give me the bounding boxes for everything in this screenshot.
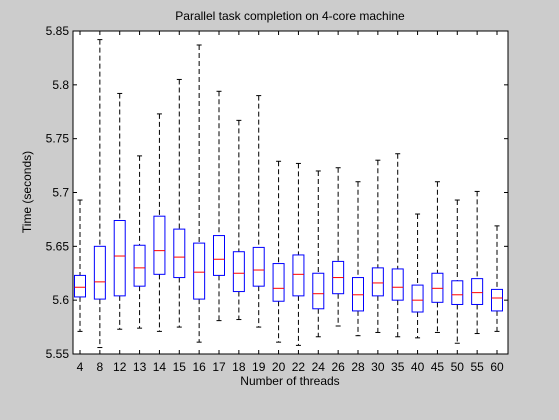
iqr-box [292, 254, 305, 297]
y-tick-label: 5.8 [52, 78, 69, 92]
box-40 [411, 213, 424, 339]
x-ticks-layer: 4 8 12 13 14 15 16 17 18 19 20 22 24 26 28 30 35 40 45 50 55… [77, 31, 504, 374]
iqr-box [133, 244, 146, 287]
x-tick-label: 20 [272, 360, 286, 374]
y-tick-label: 5.65 [46, 239, 70, 253]
box-8 [93, 39, 106, 349]
box-4 [74, 199, 86, 332]
iqr-box [173, 228, 186, 279]
iqr-box [153, 215, 166, 275]
y-tick-label: 5.85 [46, 24, 70, 38]
iqr-box [312, 272, 325, 310]
box-28 [352, 181, 364, 337]
iqr-box [431, 272, 444, 303]
box-24 [312, 170, 325, 338]
box-50 [451, 199, 464, 344]
y-ticks-layer: 5.55 5.6 5.65 5.7 5.75 5.8 5.85 [46, 24, 508, 361]
x-tick-label: 45 [431, 360, 445, 374]
y-tick-label: 5.6 [52, 293, 69, 307]
box-26 [332, 167, 345, 327]
x-tick-label: 26 [331, 360, 345, 374]
chart-title: Parallel task completion on 4-core machi… [175, 9, 405, 23]
box-17 [213, 90, 225, 322]
y-tick-label: 5.7 [52, 186, 69, 200]
box-19 [252, 95, 265, 328]
iqr-box [411, 284, 424, 313]
y-tick-label: 5.75 [46, 132, 70, 146]
iqr-box [213, 235, 225, 276]
x-axis-label: Number of threads [240, 374, 339, 388]
x-tick-label: 55 [470, 360, 484, 374]
iqr-box [491, 288, 503, 312]
x-tick-label: 24 [312, 360, 326, 374]
box-30 [371, 159, 384, 333]
iqr-box [232, 251, 245, 293]
iqr-box [74, 274, 86, 298]
box-45 [431, 181, 444, 333]
iqr-box [471, 278, 484, 305]
box-12 [113, 92, 126, 330]
box-15 [173, 78, 186, 328]
box-14 [153, 113, 166, 332]
box-60 [491, 225, 503, 332]
iqr-box [193, 242, 206, 300]
x-tick-label: 15 [173, 360, 187, 374]
iqr-box [352, 277, 364, 312]
x-tick-label: 17 [212, 360, 226, 374]
x-tick-label: 14 [153, 360, 167, 374]
x-tick-label: 35 [391, 360, 405, 374]
x-tick-label: 18 [232, 360, 246, 374]
y-axis-label: Time (seconds) [20, 151, 34, 233]
iqr-box [252, 246, 265, 287]
box-22 [292, 162, 305, 346]
box-13 [133, 155, 146, 329]
x-tick-label: 16 [192, 360, 206, 374]
iqr-box [93, 245, 106, 300]
iqr-box [451, 280, 464, 305]
x-tick-label: 30 [371, 360, 385, 374]
x-tick-label: 19 [252, 360, 266, 374]
box-18 [232, 119, 245, 321]
box-55 [471, 190, 484, 335]
plot-area [73, 31, 508, 354]
x-tick-label: 40 [411, 360, 425, 374]
x-tick-label: 22 [292, 360, 306, 374]
y-tick-label: 5.55 [46, 347, 70, 361]
iqr-box [391, 268, 404, 301]
x-tick-label: 13 [133, 360, 147, 374]
x-tick-label: 8 [97, 360, 104, 374]
x-tick-label: 50 [451, 360, 465, 374]
box-16 [193, 44, 206, 343]
iqr-box [113, 219, 126, 297]
x-tick-label: 4 [77, 360, 84, 374]
box-35 [391, 153, 404, 338]
x-tick-label: 60 [490, 360, 504, 374]
iqr-box [272, 263, 285, 302]
iqr-box [371, 267, 384, 297]
x-tick-label: 12 [113, 360, 127, 374]
x-tick-label: 28 [351, 360, 365, 374]
box-20 [272, 160, 285, 343]
boxes-layer [74, 39, 503, 349]
